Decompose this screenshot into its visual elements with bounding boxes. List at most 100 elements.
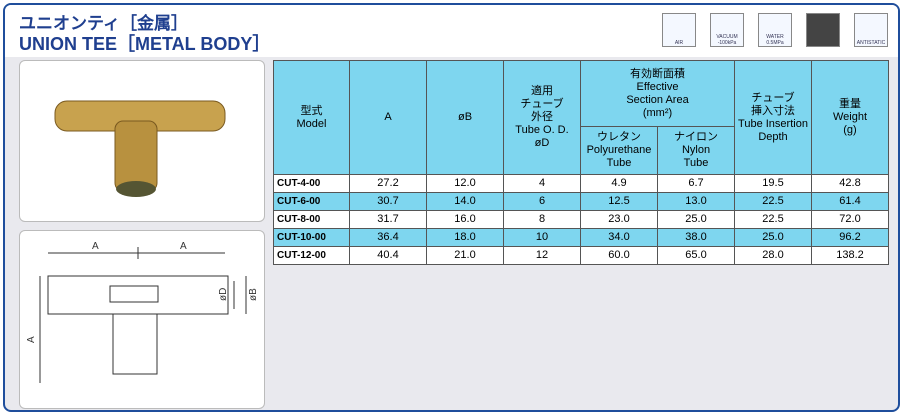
header-line: Tube O. D. <box>515 124 569 136</box>
cell: 23.0 <box>580 210 658 229</box>
header-line: Tube <box>683 157 709 169</box>
title-ja: ユニオンティ［金属］ <box>19 14 188 33</box>
header-line: A <box>384 111 392 123</box>
header-line: Weight <box>832 111 868 123</box>
dim-label: A <box>180 241 187 252</box>
cell: 4 <box>503 174 581 193</box>
header-line: Tube <box>606 157 632 169</box>
drawing-art: A A øD øB A <box>26 241 259 383</box>
cell: 38.0 <box>657 228 735 247</box>
cell: 72.0 <box>811 210 889 229</box>
drawing: A A øD øB A <box>19 230 265 409</box>
cell: 18.0 <box>426 228 504 247</box>
header-line: チューブ <box>520 98 564 110</box>
dim-label: øD <box>218 288 229 301</box>
cell: 31.7 <box>349 210 427 229</box>
cell: 13.0 <box>657 192 735 211</box>
header-line: (mm²) <box>642 106 673 119</box>
cell: CUT-10-00 <box>273 228 350 247</box>
th: 有効断面積 Effective Section Area (mm²) <box>580 60 735 127</box>
cell: 36.4 <box>349 228 427 247</box>
header-line: ナイロン <box>674 131 718 143</box>
header-line: Tube Insertion <box>738 117 808 130</box>
header-line: 型式 <box>300 104 323 117</box>
cell: 138.2 <box>811 246 889 265</box>
dim-label: øB <box>248 288 259 301</box>
cell: 22.5 <box>734 210 812 229</box>
cell: 19.5 <box>734 174 812 193</box>
table-body: CUT-4-00 27.2 12.0 4 4.9 6.7 19.5 42.8 CUT-6-00 3… <box>273 174 889 265</box>
cell: 6 <box>503 192 581 211</box>
header-line: ウレタン <box>597 131 641 143</box>
row: CUT-10-00 36.4 18.0 10 34.0 38.0 25.0 96.2 <box>273 228 889 247</box>
cell: 12 <box>503 246 581 265</box>
cell: 14.0 <box>426 192 504 211</box>
th: 型式 Model <box>273 60 350 175</box>
cell: 96.2 <box>811 228 889 247</box>
cell: CUT-4-00 <box>273 174 350 193</box>
th: ナイロン Nylon Tube <box>657 126 735 175</box>
cell: 30.7 <box>349 192 427 211</box>
row: CUT-12-00 40.4 21.0 12 60.0 65.0 28.0 138.2 <box>273 246 889 265</box>
th: 重量 Weight (g) <box>811 60 889 175</box>
th: øB <box>426 60 504 175</box>
dim-label: A <box>26 336 37 343</box>
icon <box>806 13 840 47</box>
header-line: 挿入寸法 <box>751 104 795 117</box>
cell: 61.4 <box>811 192 889 211</box>
cell: 65.0 <box>657 246 735 265</box>
header-line: 適用 <box>531 85 553 97</box>
header: ユニオンティ［金属］ UNION TEE［METAL BODY］ AIR VAC… <box>5 5 898 57</box>
header-line: Depth <box>758 130 788 143</box>
cell: 16.0 <box>426 210 504 229</box>
header-line: 有効断面積 <box>630 67 685 80</box>
cell: 22.5 <box>734 192 812 211</box>
header-line: 重量 <box>839 98 861 110</box>
header-line: øB <box>457 111 473 123</box>
icons: AIR VACUUM -100kPa WATER 0.5MPa ANTISTAT… <box>662 13 888 47</box>
dim-label: A <box>92 241 99 252</box>
row: CUT-8-00 31.7 16.0 8 23.0 25.0 22.5 72.0 <box>273 210 889 229</box>
th: ウレタン Polyurethane Tube <box>580 126 658 175</box>
th: チューブ 挿入寸法 Tube Insertion Depth <box>734 60 812 175</box>
header-line: Model <box>296 117 327 130</box>
cell: 25.0 <box>734 228 812 247</box>
icon: ANTISTATIC <box>854 13 888 47</box>
header-line: 外径 <box>531 111 553 123</box>
photo-art <box>54 100 226 197</box>
icon: WATER 0.5MPa <box>758 13 792 47</box>
title-en: UNION TEE［METAL BODY］ <box>19 34 271 54</box>
cell: 40.4 <box>349 246 427 265</box>
cell: 21.0 <box>426 246 504 265</box>
header-line: チューブ <box>751 91 795 104</box>
icon: VACUUM -100kPa <box>710 13 744 47</box>
row: CUT-4-00 27.2 12.0 4 4.9 6.7 19.5 42.8 <box>273 174 889 193</box>
cell: CUT-12-00 <box>273 246 350 265</box>
cell: 42.8 <box>811 174 889 193</box>
header-line: Section Area <box>626 93 689 106</box>
cell: CUT-8-00 <box>273 210 350 229</box>
header-line: Effective <box>636 80 679 93</box>
row: CUT-6-00 30.7 14.0 6 12.5 13.0 22.5 61.4 <box>273 192 889 211</box>
photo <box>19 60 265 222</box>
icon: AIR <box>662 13 696 47</box>
cell: 25.0 <box>657 210 735 229</box>
cell: 12.0 <box>426 174 504 193</box>
cell: 4.9 <box>580 174 658 193</box>
cell: 10 <box>503 228 581 247</box>
cell: 27.2 <box>349 174 427 193</box>
th: A <box>349 60 427 175</box>
cell: 28.0 <box>734 246 812 265</box>
header-line: øD <box>534 137 550 149</box>
cell: CUT-6-00 <box>273 192 350 211</box>
cell: 8 <box>503 210 581 229</box>
header-line: Nylon <box>681 144 711 156</box>
frame: ユニオンティ［金属］ UNION TEE［METAL BODY］ AIR VAC… <box>3 3 900 412</box>
cell: 6.7 <box>657 174 735 193</box>
spec-table: 型式 Model A øB 適用 チューブ 外径 Tube O. D. øD 有効断面積 E… <box>273 60 889 265</box>
header-line: Polyurethane <box>586 144 652 156</box>
cell: 34.0 <box>580 228 658 247</box>
header-line: (g) <box>843 124 857 136</box>
cell: 60.0 <box>580 246 658 265</box>
th: 適用 チューブ 外径 Tube O. D. øD <box>503 60 581 175</box>
